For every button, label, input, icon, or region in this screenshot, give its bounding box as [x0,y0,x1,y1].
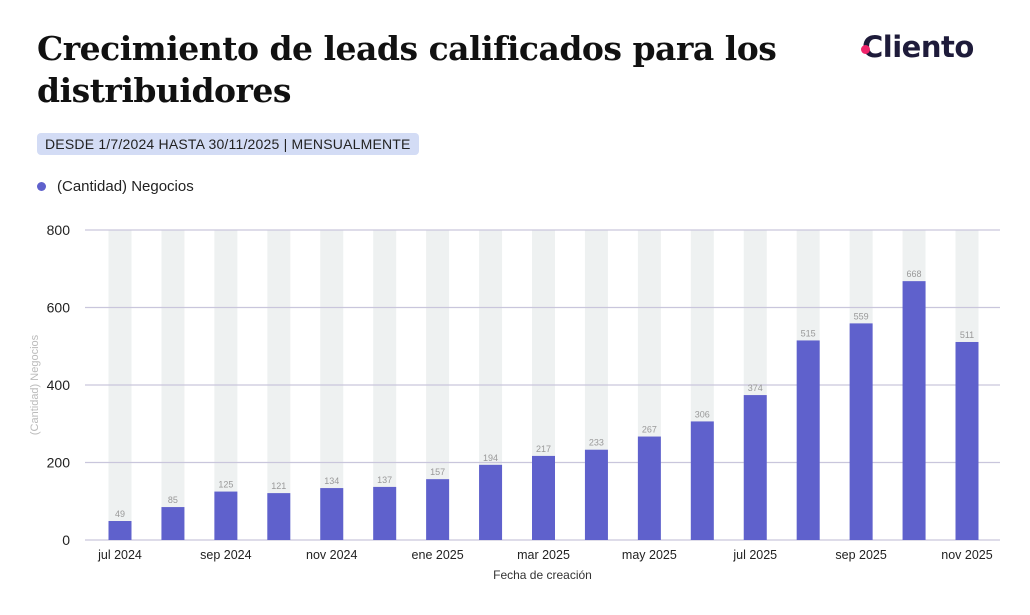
x-axis-title: Fecha de creación [493,568,592,582]
x-tick-label: may 2025 [622,548,677,562]
bar [479,464,503,540]
y-tick-label: 0 [62,532,70,548]
y-tick-label: 600 [47,300,71,316]
logo-dot-icon [861,45,870,54]
x-tick-label: nov 2025 [941,548,992,562]
bar [161,507,185,540]
bar [902,281,926,540]
legend-label: (Cantidad) Negocios [57,178,194,195]
bar [743,395,767,540]
date-range-badge: DESDE 1/7/2024 HASTA 30/11/2025 | MENSUA… [37,133,419,155]
cliento-logo: Cliento [861,30,974,64]
data-label: 217 [536,444,551,454]
bar [214,491,238,540]
data-label: 668 [907,269,922,279]
y-tick-label: 200 [47,455,71,471]
x-tick-label: mar 2025 [517,548,570,562]
y-tick-label: 800 [47,222,71,238]
data-label: 194 [483,453,498,463]
bar [955,341,979,540]
data-label: 121 [271,481,286,491]
bar [532,455,555,540]
bar [584,449,608,540]
y-axis-title: (Cantidad) Negocios [29,334,41,435]
data-label: 233 [589,438,604,448]
data-label: 559 [854,311,869,321]
legend: (Cantidad) Negocios [37,178,194,195]
bar [320,488,344,540]
x-tick-label: sep 2025 [835,548,886,562]
bar [690,421,714,540]
data-label: 515 [801,328,816,338]
x-tick-label: sep 2024 [200,548,251,562]
x-tick-label: nov 2024 [306,548,357,562]
bar [796,340,820,540]
x-tick-label: ene 2025 [412,548,464,562]
data-label: 134 [324,476,339,486]
data-label: 137 [377,475,392,485]
data-label: 125 [218,480,233,490]
data-label: 157 [430,467,445,477]
y-tick-label: 400 [47,377,71,393]
bar [373,486,397,540]
bar [426,479,450,540]
bar [108,521,132,540]
bar [849,323,873,540]
data-label: 306 [695,409,710,419]
data-label: 374 [748,383,763,393]
bar [267,493,291,540]
data-label: 49 [115,509,125,519]
data-label: 267 [642,425,657,435]
legend-swatch-icon [37,182,46,191]
chart-title: Crecimiento de leads calificados para lo… [37,29,777,110]
x-tick-label: jul 2025 [732,548,777,562]
data-label: 511 [960,330,974,340]
x-tick-label: jul 2024 [97,548,142,562]
data-label: 85 [168,495,178,505]
logo-text: Cliento [862,30,974,64]
bar [637,436,661,540]
